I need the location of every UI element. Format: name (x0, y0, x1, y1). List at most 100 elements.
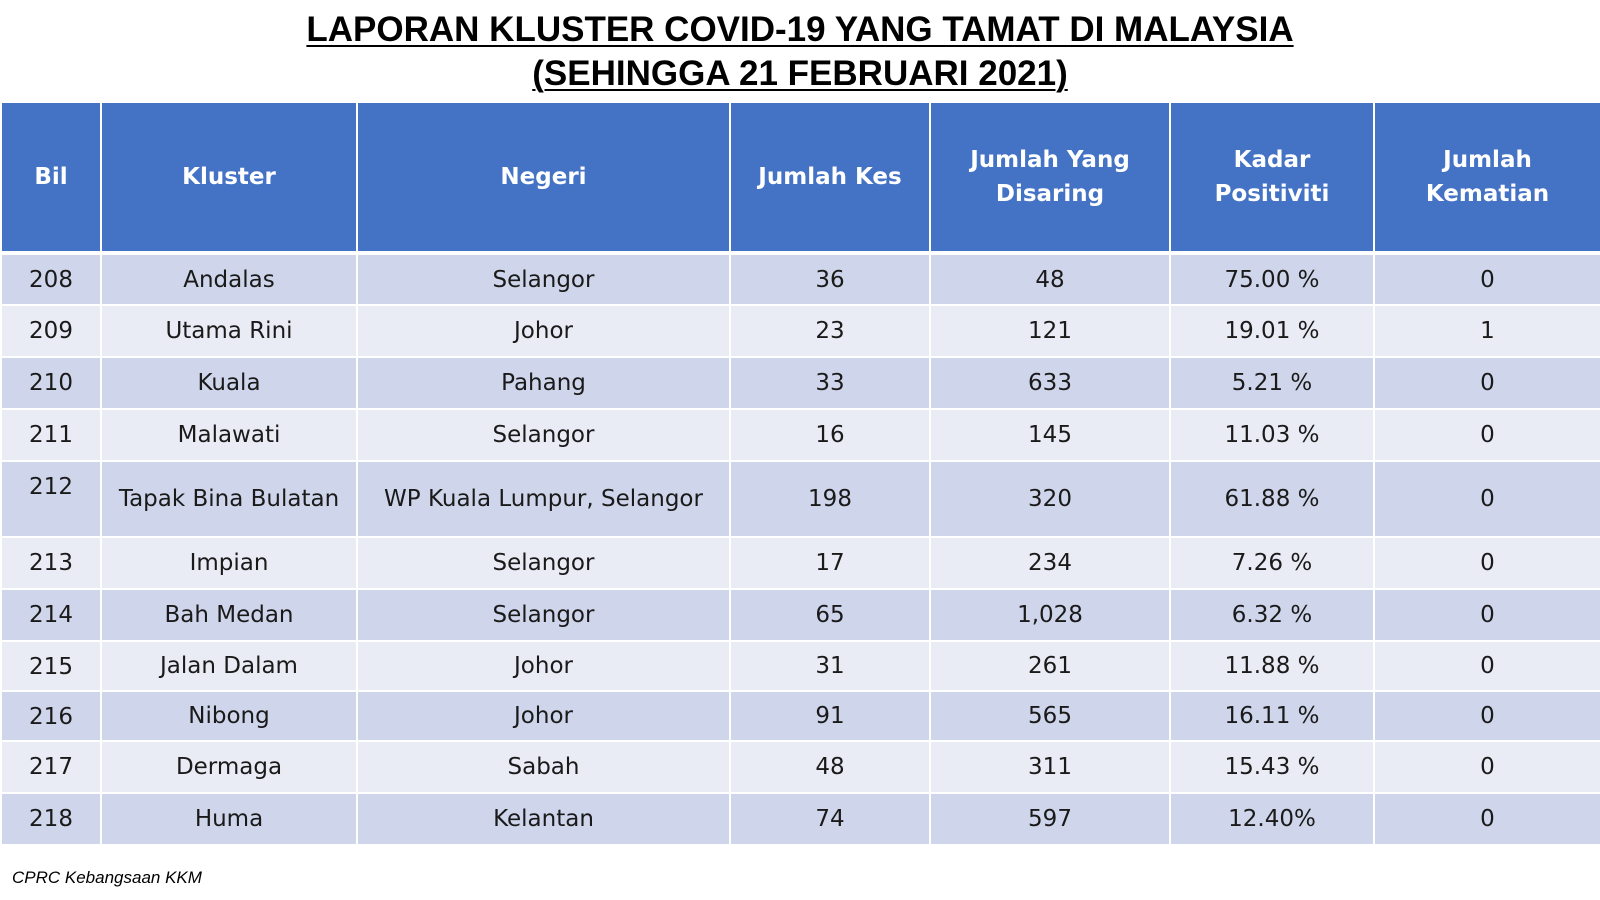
cell-jumlah-kematian: 0 (1373, 356, 1600, 410)
source-note: CPRC Kebangsaan KKM (12, 868, 202, 887)
cell-negeri: Selangor (356, 408, 731, 462)
cell-bil: 216 (0, 690, 102, 742)
cell-kadar-positiviti: 11.88 % (1169, 640, 1375, 692)
cell-kluster: Huma (100, 792, 358, 846)
cell-kadar-positiviti: 16.11 % (1169, 690, 1375, 742)
cell-jumlah-kes: 23 (729, 304, 931, 358)
cell-jumlah-kes: 65 (729, 588, 931, 642)
cell-jumlah-disaring: 597 (929, 792, 1171, 846)
title-line-1: LAPORAN KLUSTER COVID-19 YANG TAMAT DI M… (306, 10, 1294, 49)
cell-negeri: Johor (356, 640, 731, 692)
header-jumlah-kematian: Jumlah Kematian (1373, 101, 1600, 255)
cell-negeri: Kelantan (356, 792, 731, 846)
cell-negeri: Selangor (356, 252, 731, 306)
header-negeri: Negeri (356, 101, 731, 255)
cell-negeri: Selangor (356, 536, 731, 590)
cell-kadar-positiviti: 6.32 % (1169, 588, 1375, 642)
cell-jumlah-kematian: 0 (1373, 536, 1600, 590)
cell-jumlah-kes: 16 (729, 408, 931, 462)
table-row: 215 Jalan Dalam Johor 31 261 11.88 % 0 (0, 640, 1600, 692)
cell-bil: 212 (0, 460, 102, 538)
cell-jumlah-kes: 17 (729, 536, 931, 590)
cell-kadar-positiviti: 5.21 % (1169, 356, 1375, 410)
cell-jumlah-disaring: 261 (929, 640, 1171, 692)
cell-kadar-positiviti: 15.43 % (1169, 740, 1375, 794)
table-header-row: Bil Kluster Negeri Jumlah Kes Jumlah Yan… (0, 101, 1600, 255)
cell-kluster: Nibong (100, 690, 358, 742)
cell-kluster: Dermaga (100, 740, 358, 794)
cell-bil: 213 (0, 536, 102, 590)
header-jumlah-kes: Jumlah Kes (729, 101, 931, 255)
cell-jumlah-kematian: 0 (1373, 640, 1600, 692)
cell-kadar-positiviti: 19.01 % (1169, 304, 1375, 358)
cell-jumlah-kes: 74 (729, 792, 931, 846)
cell-negeri: Selangor (356, 588, 731, 642)
cell-negeri: Sabah (356, 740, 731, 794)
cell-negeri: Pahang (356, 356, 731, 410)
cell-jumlah-disaring: 633 (929, 356, 1171, 410)
cluster-table: Bil Kluster Negeri Jumlah Kes Jumlah Yan… (0, 101, 1600, 846)
cell-bil: 208 (0, 252, 102, 306)
cell-bil: 215 (0, 640, 102, 692)
cell-bil: 217 (0, 740, 102, 794)
cell-kadar-positiviti: 61.88 % (1169, 460, 1375, 538)
cell-kadar-positiviti: 12.40% (1169, 792, 1375, 846)
table-row: 209 Utama Rini Johor 23 121 19.01 % 1 (0, 304, 1600, 358)
cell-jumlah-kes: 91 (729, 690, 931, 742)
cell-jumlah-disaring: 234 (929, 536, 1171, 590)
table-row: 214 Bah Medan Selangor 65 1,028 6.32 % 0 (0, 588, 1600, 642)
cell-kluster: Bah Medan (100, 588, 358, 642)
cell-negeri: WP Kuala Lumpur, Selangor (356, 460, 731, 538)
table-body: 208 Andalas Selangor 36 48 75.00 % 0 209 Utama R… (0, 252, 1600, 846)
page-title: LAPORAN KLUSTER COVID-19 YANG TAMAT DI M… (0, 0, 1600, 96)
cell-bil: 209 (0, 304, 102, 358)
cell-jumlah-kes: 48 (729, 740, 931, 794)
cell-jumlah-disaring: 320 (929, 460, 1171, 538)
cell-jumlah-kematian: 0 (1373, 460, 1600, 538)
cell-kadar-positiviti: 75.00 % (1169, 252, 1375, 306)
cell-kadar-positiviti: 7.26 % (1169, 536, 1375, 590)
cell-kluster: Tapak Bina Bulatan (100, 460, 358, 538)
cell-jumlah-disaring: 121 (929, 304, 1171, 358)
header-kluster: Kluster (100, 101, 358, 255)
cell-kluster: Utama Rini (100, 304, 358, 358)
cell-jumlah-kematian: 0 (1373, 792, 1600, 846)
cell-jumlah-kematian: 0 (1373, 740, 1600, 794)
cell-kluster: Andalas (100, 252, 358, 306)
cell-jumlah-kes: 31 (729, 640, 931, 692)
cell-jumlah-disaring: 565 (929, 690, 1171, 742)
table-header: Bil Kluster Negeri Jumlah Kes Jumlah Yan… (0, 101, 1600, 255)
table-row: 210 Kuala Pahang 33 633 5.21 % 0 (0, 356, 1600, 410)
cell-jumlah-disaring: 145 (929, 408, 1171, 462)
table-row: 211 Malawati Selangor 16 145 11.03 % 0 (0, 408, 1600, 462)
cell-bil: 211 (0, 408, 102, 462)
table-row: 216 Nibong Johor 91 565 16.11 % 0 (0, 690, 1600, 742)
cell-bil: 214 (0, 588, 102, 642)
cell-kluster: Jalan Dalam (100, 640, 358, 692)
cell-jumlah-kes: 33 (729, 356, 931, 410)
table-row: 213 Impian Selangor 17 234 7.26 % 0 (0, 536, 1600, 590)
cell-jumlah-kematian: 1 (1373, 304, 1600, 358)
table-row: 208 Andalas Selangor 36 48 75.00 % 0 (0, 252, 1600, 306)
cell-jumlah-kematian: 0 (1373, 588, 1600, 642)
header-kadar-positiviti: Kadar Positiviti (1169, 101, 1375, 255)
cell-jumlah-disaring: 311 (929, 740, 1171, 794)
title-line-2: (SEHINGGA 21 FEBRUARI 2021) (532, 54, 1068, 93)
cell-jumlah-kes: 36 (729, 252, 931, 306)
cell-bil: 218 (0, 792, 102, 846)
table-row: 218 Huma Kelantan 74 597 12.40% 0 (0, 792, 1600, 846)
cell-kluster: Impian (100, 536, 358, 590)
cell-negeri: Johor (356, 304, 731, 358)
cell-bil: 210 (0, 356, 102, 410)
cell-negeri: Johor (356, 690, 731, 742)
cell-jumlah-disaring: 1,028 (929, 588, 1171, 642)
header-bil: Bil (0, 101, 102, 255)
cell-kadar-positiviti: 11.03 % (1169, 408, 1375, 462)
table-row: 212 Tapak Bina Bulatan WP Kuala Lumpur, Se… (0, 460, 1600, 538)
cell-kluster: Kuala (100, 356, 358, 410)
cell-jumlah-disaring: 48 (929, 252, 1171, 306)
cell-jumlah-kes: 198 (729, 460, 931, 538)
cell-jumlah-kematian: 0 (1373, 408, 1600, 462)
table-row: 217 Dermaga Sabah 48 311 15.43 % 0 (0, 740, 1600, 794)
cell-jumlah-kematian: 0 (1373, 690, 1600, 742)
